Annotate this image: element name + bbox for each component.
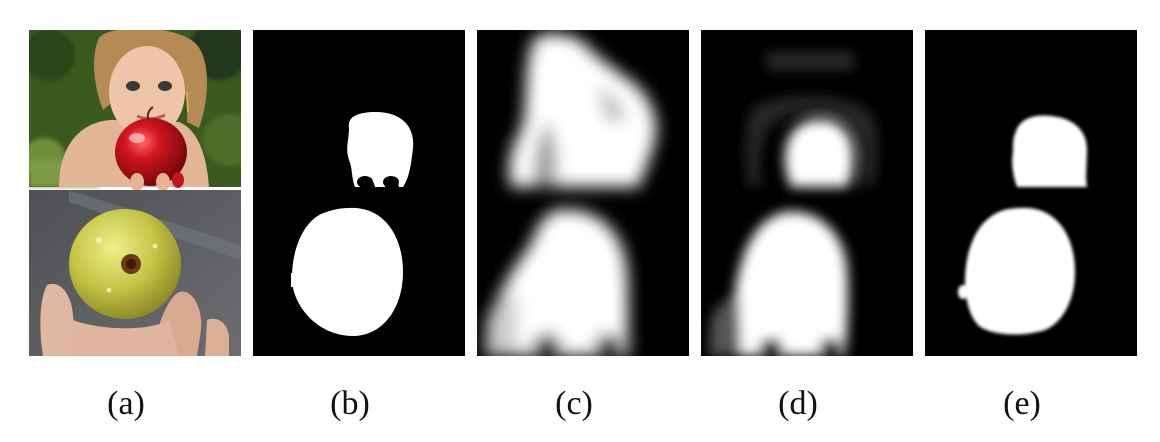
gt-mask-top <box>347 112 414 188</box>
photo-woman-red-apple <box>29 30 241 191</box>
saliency-c-bottom <box>485 209 629 356</box>
panel-c-saliency <box>477 30 689 356</box>
panel-d-saliency <box>701 30 913 356</box>
caption-d: (d) <box>778 385 818 422</box>
panel-b-masks <box>253 30 465 356</box>
caption-b: (b) <box>330 385 370 422</box>
saliency-e-bottom <box>958 207 1075 335</box>
panel-a-images <box>29 30 241 356</box>
saliency-e-top <box>1012 115 1087 187</box>
saliency-d-bottom <box>709 211 848 356</box>
saliency-c-top <box>509 33 657 188</box>
photo-hand-green-apple <box>29 190 241 356</box>
caption-c: (c) <box>555 385 593 422</box>
gt-mask-bottom <box>291 207 403 336</box>
saliency-d-top <box>745 52 878 187</box>
panel-e-saliency <box>925 30 1137 356</box>
caption-e: (e) <box>1003 385 1041 422</box>
caption-a: (a) <box>107 385 145 422</box>
